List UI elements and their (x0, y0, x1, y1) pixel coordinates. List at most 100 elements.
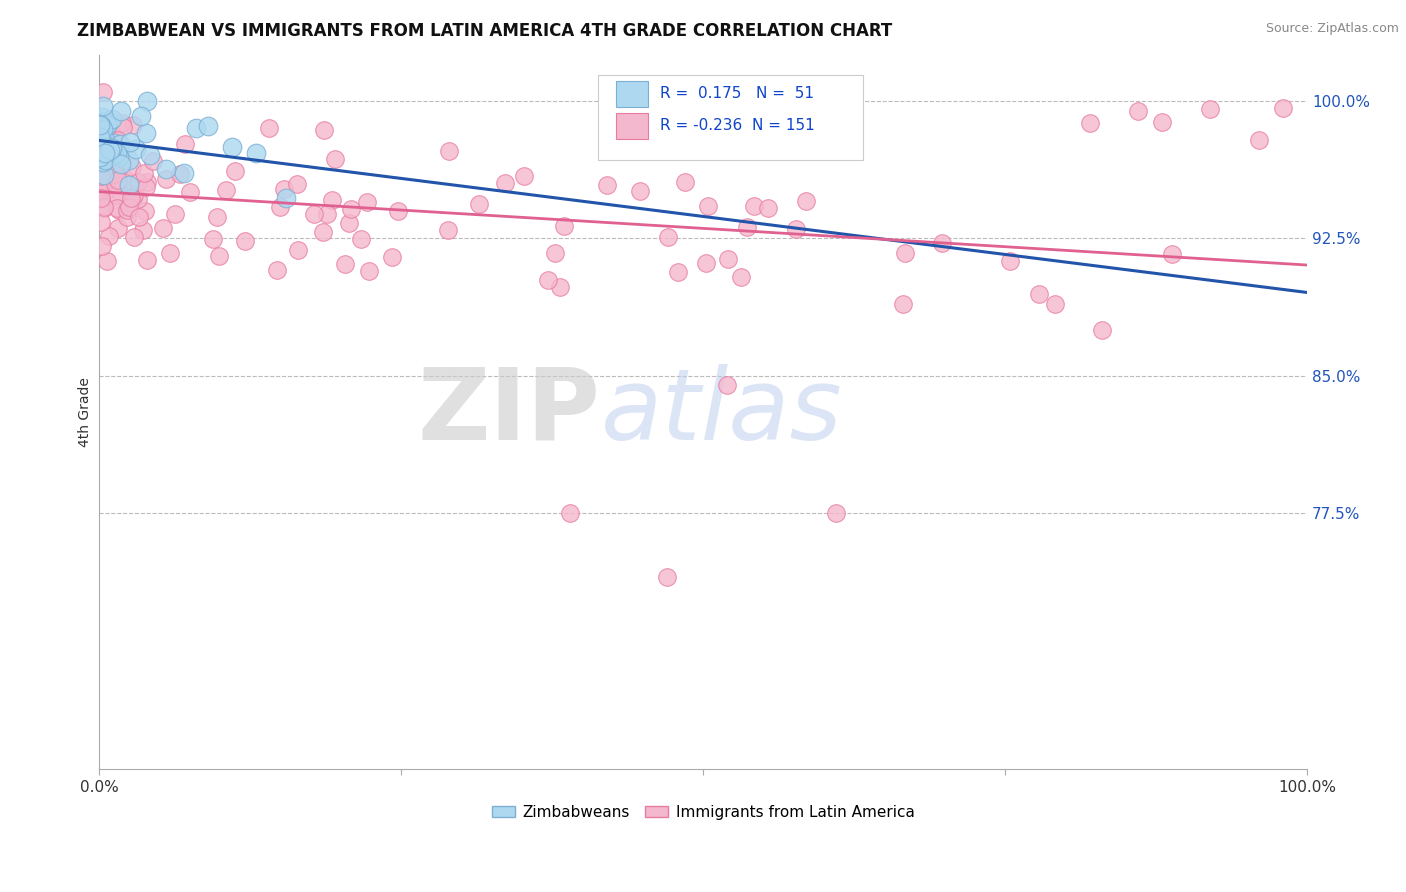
Point (112, 170, 135, 185)
Point (103, 167, 125, 181)
Point (655, 570, 678, 584)
Point (111, 116, 134, 130)
Point (356, 194, 378, 209)
Legend: Zimbabweans, Immigrants from Latin America: Zimbabweans, Immigrants from Latin Ameri… (485, 798, 921, 826)
Point (205, 211, 228, 225)
Point (276, 191, 298, 205)
Point (89, 154, 111, 169)
Point (548, 280, 571, 294)
Point (159, 246, 181, 260)
Point (110, 157, 132, 171)
Point (122, 191, 145, 205)
Point (91, 99, 114, 113)
Point (1271, 101, 1294, 115)
Point (657, 229, 679, 244)
Point (118, 153, 141, 167)
Point (131, 223, 153, 237)
Point (97, 142, 120, 156)
Point (90, 142, 112, 156)
FancyBboxPatch shape (616, 113, 648, 138)
Point (825, 506, 848, 520)
Point (340, 202, 363, 216)
Point (94, 153, 117, 167)
Point (91, 85, 114, 99)
Point (98, 140, 121, 154)
Point (105, 187, 128, 202)
Point (118, 178, 141, 192)
Point (94, 146, 117, 161)
Point (891, 297, 914, 311)
Point (93, 143, 115, 157)
Point (97, 228, 120, 243)
Point (127, 192, 149, 206)
Point (513, 169, 536, 184)
Point (98, 143, 121, 157)
Point (89, 157, 111, 171)
Point (132, 166, 155, 180)
Point (756, 201, 779, 215)
Point (716, 377, 738, 392)
Point (91, 238, 114, 252)
Point (107, 201, 129, 215)
Point (115, 203, 138, 218)
Point (931, 235, 953, 250)
Point (785, 222, 807, 236)
Point (110, 103, 132, 118)
Point (90, 169, 112, 183)
Point (100, 138, 122, 153)
Point (695, 256, 717, 270)
Point (93, 131, 115, 145)
Point (1152, 115, 1174, 129)
Point (90, 118, 112, 132)
Point (1078, 115, 1101, 129)
Point (101, 112, 124, 127)
Point (100, 135, 122, 149)
Point (96, 118, 118, 132)
Point (103, 129, 125, 144)
Point (224, 164, 246, 178)
Point (894, 246, 917, 260)
Point (98, 114, 121, 128)
Point (96, 144, 118, 158)
Point (111, 120, 134, 134)
Point (91, 121, 114, 136)
Point (233, 235, 256, 249)
Point (1028, 286, 1050, 301)
Point (93, 200, 115, 214)
Point (100, 141, 122, 155)
Point (105, 160, 128, 174)
Point (110, 136, 132, 151)
Point (122, 188, 145, 202)
Point (103, 147, 125, 161)
Point (387, 203, 409, 218)
Point (118, 201, 141, 215)
Point (437, 145, 460, 159)
Point (1126, 103, 1149, 118)
Point (89, 179, 111, 194)
Point (101, 128, 124, 143)
Point (91, 142, 114, 156)
Point (105, 145, 128, 160)
Text: ZIP: ZIP (418, 364, 600, 461)
Point (468, 196, 491, 211)
Point (107, 220, 129, 235)
Point (135, 175, 157, 189)
Point (91, 125, 114, 139)
Point (152, 221, 174, 235)
Point (90, 134, 112, 148)
Point (90, 175, 112, 189)
Point (89, 150, 111, 164)
Point (381, 250, 404, 264)
Point (91, 139, 114, 153)
Point (155, 161, 177, 176)
Point (118, 135, 141, 149)
Point (136, 94, 159, 108)
Point (121, 160, 143, 174)
Point (179, 186, 201, 200)
Point (98, 143, 121, 157)
Point (107, 173, 129, 187)
Point (97, 139, 120, 153)
Point (155, 172, 177, 186)
Point (1199, 102, 1222, 116)
Point (666, 265, 689, 279)
